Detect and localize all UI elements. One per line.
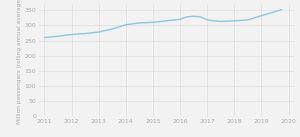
Y-axis label: Million passengers (rolling annual average): Million passengers (rolling annual avera… [17, 0, 22, 124]
